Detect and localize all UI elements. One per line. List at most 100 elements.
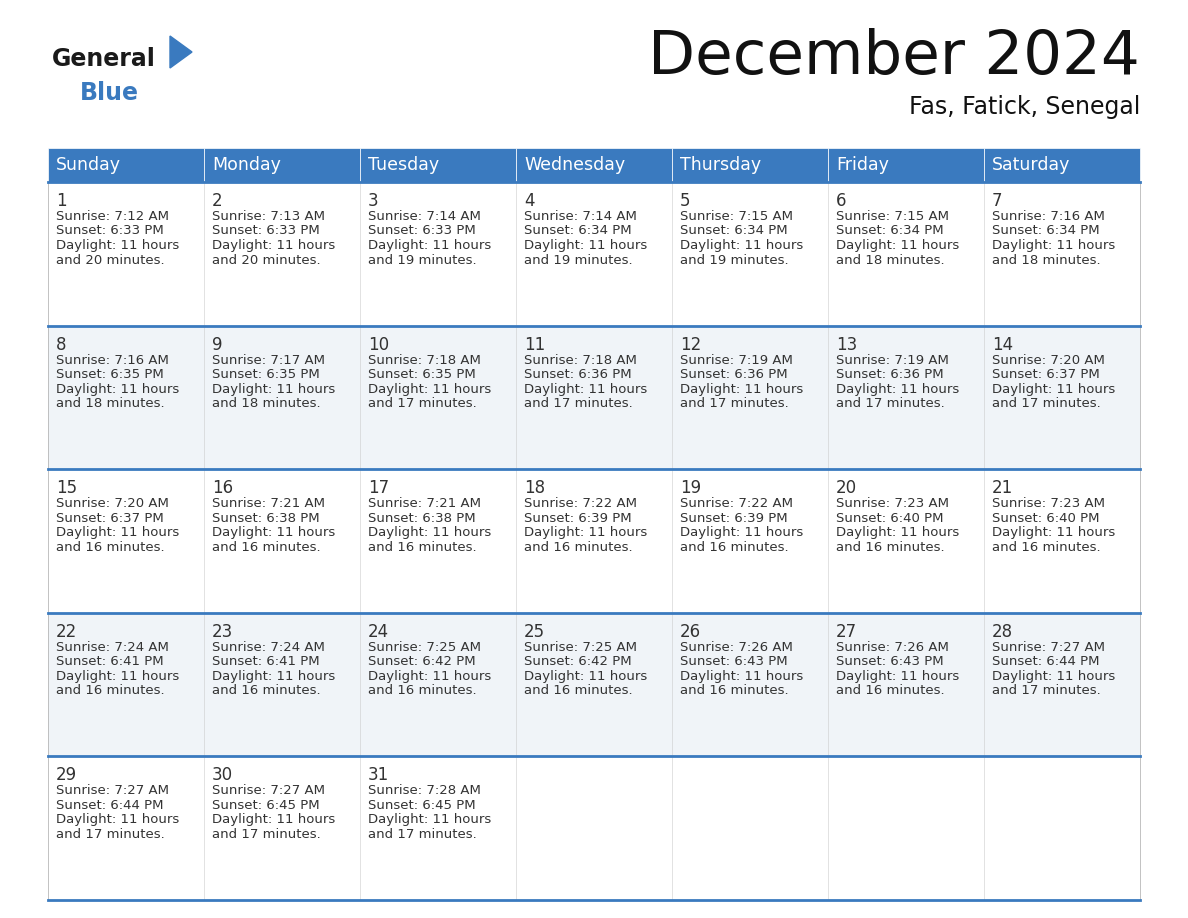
Text: Sunrise: 7:23 AM: Sunrise: 7:23 AM xyxy=(836,498,949,510)
Text: Sunrise: 7:27 AM: Sunrise: 7:27 AM xyxy=(992,641,1105,654)
Text: Daylight: 11 hours: Daylight: 11 hours xyxy=(836,239,959,252)
Text: Sunset: 6:41 PM: Sunset: 6:41 PM xyxy=(211,655,320,668)
Text: December 2024: December 2024 xyxy=(649,28,1140,87)
Text: and 17 minutes.: and 17 minutes. xyxy=(56,828,165,841)
Text: Sunset: 6:38 PM: Sunset: 6:38 PM xyxy=(368,511,475,525)
Text: Sunset: 6:39 PM: Sunset: 6:39 PM xyxy=(680,511,788,525)
Text: and 17 minutes.: and 17 minutes. xyxy=(211,828,321,841)
Text: Wednesday: Wednesday xyxy=(524,156,625,174)
Text: 23: 23 xyxy=(211,622,233,641)
Text: 1: 1 xyxy=(56,192,67,210)
Text: Daylight: 11 hours: Daylight: 11 hours xyxy=(680,670,803,683)
Bar xyxy=(828,326,984,469)
Text: and 18 minutes.: and 18 minutes. xyxy=(56,397,165,410)
Text: and 16 minutes.: and 16 minutes. xyxy=(836,684,944,698)
Bar xyxy=(828,182,984,326)
Bar xyxy=(672,756,828,900)
Text: 26: 26 xyxy=(680,622,701,641)
Text: 27: 27 xyxy=(836,622,857,641)
Text: and 18 minutes.: and 18 minutes. xyxy=(836,253,944,266)
Bar xyxy=(204,756,360,900)
Text: Daylight: 11 hours: Daylight: 11 hours xyxy=(368,670,492,683)
Text: Sunrise: 7:18 AM: Sunrise: 7:18 AM xyxy=(524,353,637,366)
Bar xyxy=(672,613,828,756)
Bar xyxy=(360,756,516,900)
Text: Sunset: 6:45 PM: Sunset: 6:45 PM xyxy=(211,799,320,812)
Text: Sunrise: 7:21 AM: Sunrise: 7:21 AM xyxy=(211,498,326,510)
Bar xyxy=(672,148,828,182)
Text: Sunrise: 7:18 AM: Sunrise: 7:18 AM xyxy=(368,353,481,366)
Text: Sunset: 6:41 PM: Sunset: 6:41 PM xyxy=(56,655,164,668)
Bar xyxy=(984,469,1140,613)
Text: 14: 14 xyxy=(992,336,1013,353)
Text: Daylight: 11 hours: Daylight: 11 hours xyxy=(56,813,179,826)
Bar xyxy=(360,326,516,469)
Text: Sunrise: 7:15 AM: Sunrise: 7:15 AM xyxy=(836,210,949,223)
Text: and 16 minutes.: and 16 minutes. xyxy=(836,541,944,554)
Bar xyxy=(48,756,204,900)
Text: 15: 15 xyxy=(56,479,77,498)
Bar xyxy=(360,148,516,182)
Bar xyxy=(672,182,828,326)
Text: 11: 11 xyxy=(524,336,545,353)
Bar xyxy=(48,326,204,469)
Text: Sunrise: 7:22 AM: Sunrise: 7:22 AM xyxy=(524,498,637,510)
Text: Sunrise: 7:27 AM: Sunrise: 7:27 AM xyxy=(211,784,326,798)
Bar xyxy=(984,613,1140,756)
Text: Sunrise: 7:19 AM: Sunrise: 7:19 AM xyxy=(836,353,949,366)
Text: and 17 minutes.: and 17 minutes. xyxy=(368,397,476,410)
Text: and 17 minutes.: and 17 minutes. xyxy=(680,397,789,410)
Bar xyxy=(984,182,1140,326)
Text: Daylight: 11 hours: Daylight: 11 hours xyxy=(680,383,803,396)
Text: Sunset: 6:34 PM: Sunset: 6:34 PM xyxy=(680,225,788,238)
Text: 22: 22 xyxy=(56,622,77,641)
Bar xyxy=(204,148,360,182)
Text: Friday: Friday xyxy=(836,156,889,174)
Bar xyxy=(48,469,204,613)
Text: Monday: Monday xyxy=(211,156,280,174)
Bar xyxy=(204,182,360,326)
Text: Sunrise: 7:15 AM: Sunrise: 7:15 AM xyxy=(680,210,794,223)
Text: 30: 30 xyxy=(211,767,233,784)
Text: Daylight: 11 hours: Daylight: 11 hours xyxy=(368,813,492,826)
Bar xyxy=(828,469,984,613)
Text: Sunset: 6:39 PM: Sunset: 6:39 PM xyxy=(524,511,632,525)
Text: Daylight: 11 hours: Daylight: 11 hours xyxy=(524,239,647,252)
Text: Daylight: 11 hours: Daylight: 11 hours xyxy=(368,383,492,396)
Bar xyxy=(360,613,516,756)
Text: and 18 minutes.: and 18 minutes. xyxy=(211,397,321,410)
Text: 12: 12 xyxy=(680,336,701,353)
Text: Sunset: 6:42 PM: Sunset: 6:42 PM xyxy=(524,655,632,668)
Text: 19: 19 xyxy=(680,479,701,498)
Text: Fas, Fatick, Senegal: Fas, Fatick, Senegal xyxy=(909,95,1140,119)
Text: Sunset: 6:44 PM: Sunset: 6:44 PM xyxy=(56,799,164,812)
Text: Sunrise: 7:12 AM: Sunrise: 7:12 AM xyxy=(56,210,169,223)
Bar xyxy=(204,469,360,613)
Text: 24: 24 xyxy=(368,622,390,641)
Text: 5: 5 xyxy=(680,192,690,210)
Text: 3: 3 xyxy=(368,192,379,210)
Text: Daylight: 11 hours: Daylight: 11 hours xyxy=(836,670,959,683)
Text: Daylight: 11 hours: Daylight: 11 hours xyxy=(211,670,335,683)
Text: Sunset: 6:35 PM: Sunset: 6:35 PM xyxy=(211,368,320,381)
Text: Sunrise: 7:26 AM: Sunrise: 7:26 AM xyxy=(680,641,792,654)
Bar xyxy=(984,326,1140,469)
Text: Daylight: 11 hours: Daylight: 11 hours xyxy=(680,526,803,539)
Text: and 16 minutes.: and 16 minutes. xyxy=(211,684,321,698)
Text: Daylight: 11 hours: Daylight: 11 hours xyxy=(524,383,647,396)
Text: Daylight: 11 hours: Daylight: 11 hours xyxy=(56,383,179,396)
Bar xyxy=(516,326,672,469)
Text: 31: 31 xyxy=(368,767,390,784)
Bar xyxy=(516,613,672,756)
Text: Daylight: 11 hours: Daylight: 11 hours xyxy=(836,383,959,396)
Text: Sunrise: 7:17 AM: Sunrise: 7:17 AM xyxy=(211,353,326,366)
Text: 28: 28 xyxy=(992,622,1013,641)
Bar xyxy=(516,148,672,182)
Text: Sunset: 6:33 PM: Sunset: 6:33 PM xyxy=(368,225,475,238)
Bar xyxy=(516,182,672,326)
Text: Sunset: 6:40 PM: Sunset: 6:40 PM xyxy=(836,511,943,525)
Text: Sunrise: 7:21 AM: Sunrise: 7:21 AM xyxy=(368,498,481,510)
Text: and 16 minutes.: and 16 minutes. xyxy=(368,684,476,698)
Text: Sunset: 6:42 PM: Sunset: 6:42 PM xyxy=(368,655,475,668)
Bar xyxy=(48,613,204,756)
